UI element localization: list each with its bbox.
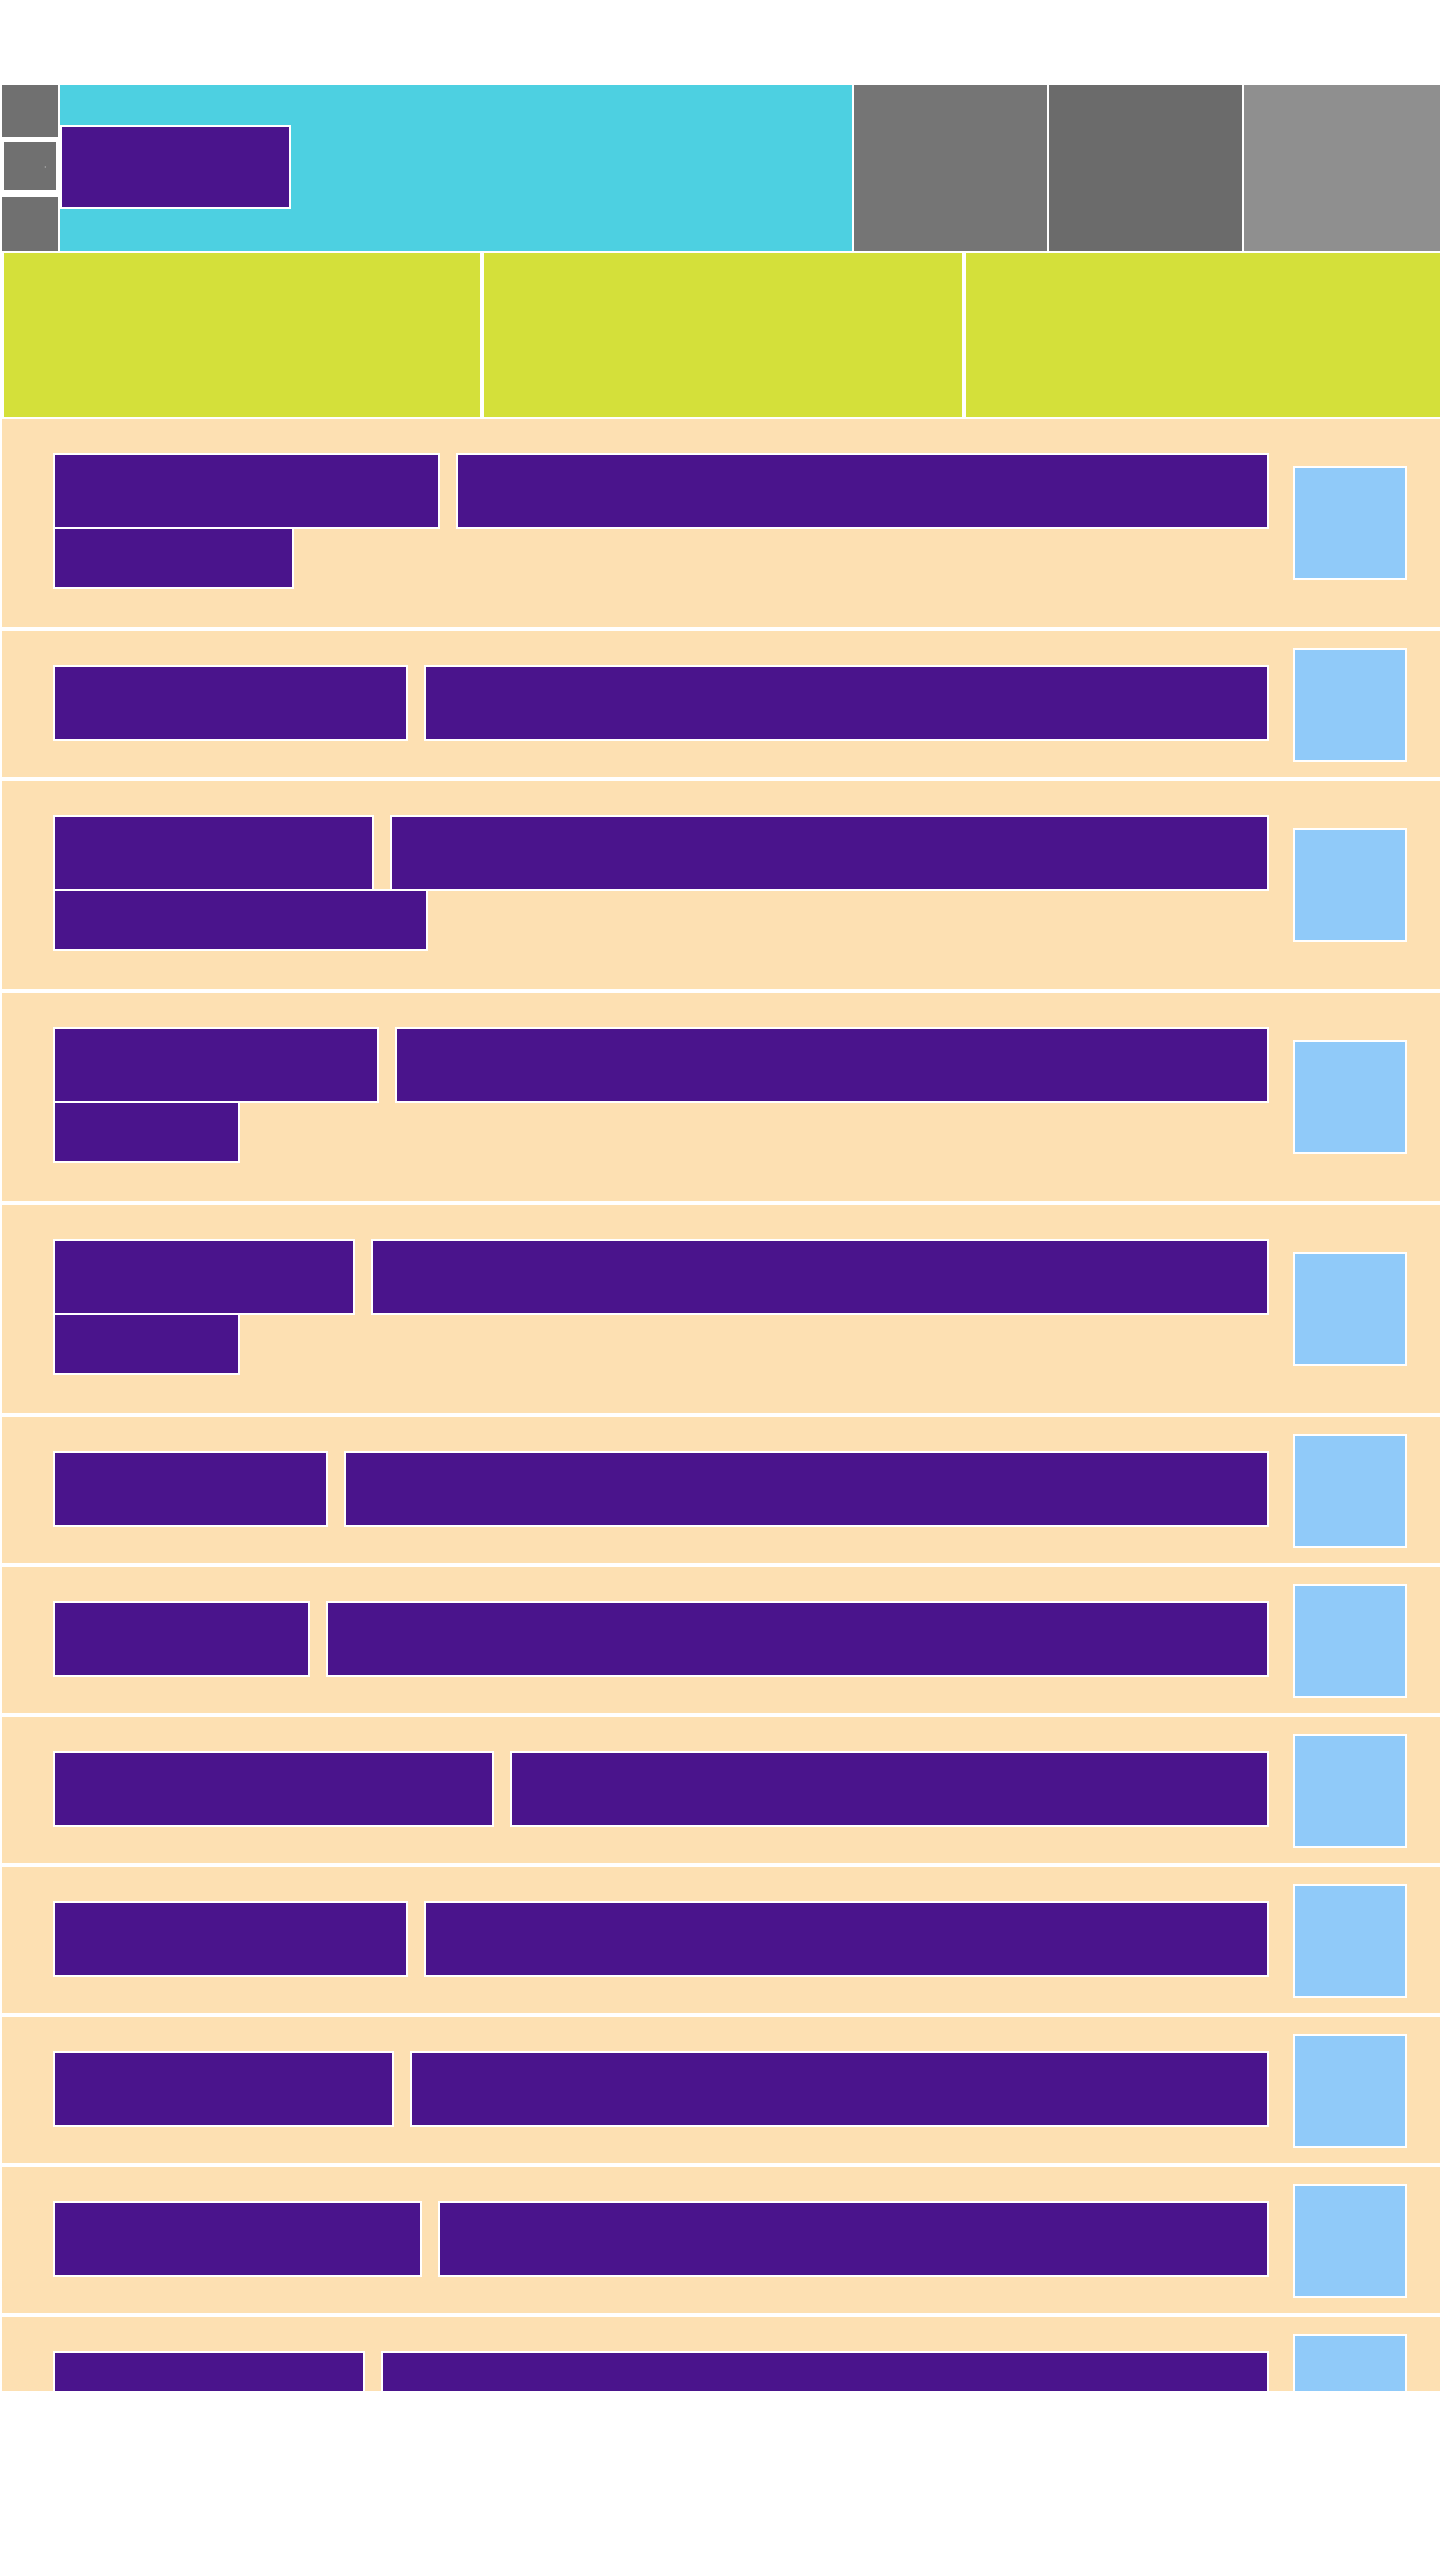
list-item[interactable] [2, 1205, 1440, 1413]
item-title [53, 1451, 328, 1527]
item-thumbnail[interactable] [1293, 1252, 1407, 1366]
item-title [53, 815, 374, 891]
page-title [60, 125, 291, 209]
item-title [53, 1751, 494, 1827]
list-item[interactable] [2, 419, 1440, 627]
list-item[interactable] [2, 2317, 1440, 2391]
list-item[interactable] [2, 1567, 1440, 1713]
item-thumbnail[interactable] [1293, 648, 1407, 762]
item-thumbnail[interactable] [1293, 2334, 1407, 2391]
item-detail [424, 665, 1269, 741]
header-tile-3[interactable] [1244, 85, 1440, 251]
app-frame: · [2, 85, 1440, 2391]
list-item[interactable] [2, 2167, 1440, 2313]
item-detail [510, 1751, 1269, 1827]
item-title [53, 1901, 408, 1977]
dot-icon: · [44, 164, 47, 172]
header-banner [60, 85, 852, 251]
item-extra [53, 1313, 240, 1375]
item-title [53, 665, 408, 741]
side-button-top[interactable] [2, 85, 58, 137]
tab-bar [2, 253, 1440, 417]
item-extra [53, 1101, 240, 1163]
list-item[interactable] [2, 1717, 1440, 1863]
item-extra [53, 889, 428, 951]
item-thumbnail[interactable] [1293, 828, 1407, 942]
item-extra [53, 527, 294, 589]
item-detail [410, 2051, 1269, 2127]
item-title [53, 2051, 394, 2127]
item-detail [326, 1601, 1269, 1677]
item-detail [456, 453, 1269, 529]
item-title [53, 1027, 379, 1103]
item-detail [438, 2201, 1269, 2277]
item-thumbnail[interactable] [1293, 1884, 1407, 1998]
list-item[interactable] [2, 1417, 1440, 1563]
item-thumbnail[interactable] [1293, 466, 1407, 580]
item-detail [395, 1027, 1269, 1103]
list-item[interactable] [2, 631, 1440, 777]
item-detail [390, 815, 1269, 891]
item-title [53, 1601, 310, 1677]
item-thumbnail[interactable] [1293, 1434, 1407, 1548]
tab-2[interactable] [484, 253, 962, 417]
item-thumbnail[interactable] [1293, 2034, 1407, 2148]
item-thumbnail[interactable] [1293, 1040, 1407, 1154]
list-item[interactable] [2, 2017, 1440, 2163]
list-item[interactable] [2, 993, 1440, 1201]
item-detail [371, 1239, 1269, 1315]
item-detail [381, 2351, 1269, 2391]
list-item[interactable] [2, 1867, 1440, 2013]
item-title [53, 2201, 422, 2277]
item-detail [344, 1451, 1269, 1527]
item-thumbnail[interactable] [1293, 2184, 1407, 2298]
item-detail [424, 1901, 1269, 1977]
item-thumbnail[interactable] [1293, 1584, 1407, 1698]
list-item[interactable] [2, 781, 1440, 989]
header: · [2, 85, 1440, 251]
header-tile-2[interactable] [1049, 85, 1242, 251]
side-button-bottom[interactable] [2, 197, 58, 251]
item-title [53, 2351, 365, 2391]
tab-3[interactable] [966, 253, 1440, 417]
item-title [53, 1239, 355, 1315]
header-tile-1[interactable] [854, 85, 1047, 251]
side-button-middle[interactable]: · [2, 140, 58, 192]
tab-1[interactable] [4, 253, 480, 417]
item-thumbnail[interactable] [1293, 1734, 1407, 1848]
item-title [53, 453, 440, 529]
